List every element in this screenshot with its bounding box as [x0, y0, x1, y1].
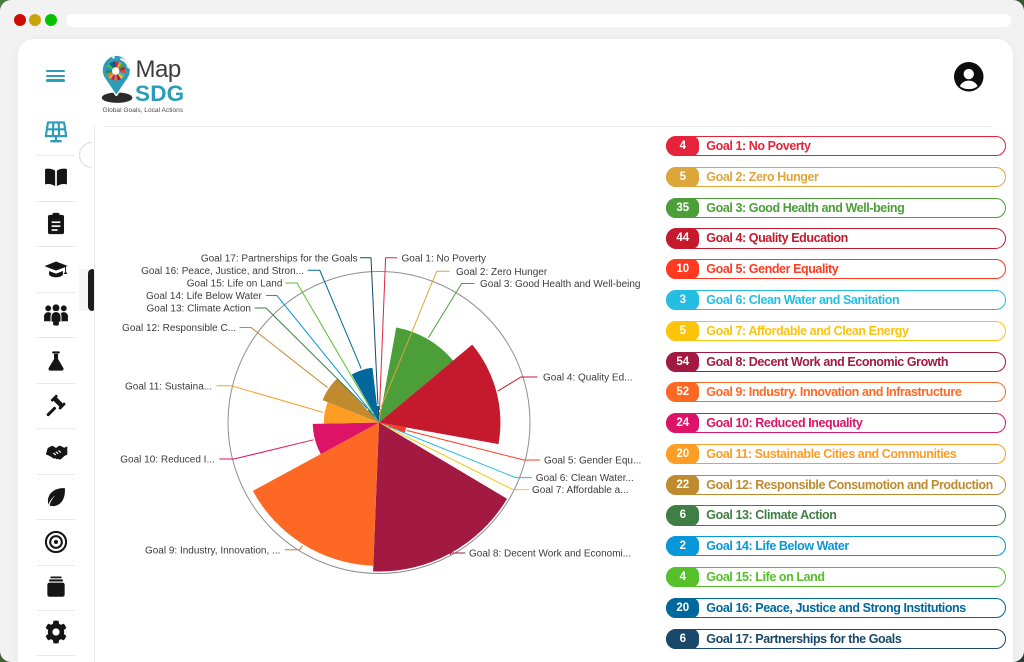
svg-text:Goal 12: Responsible C...: Goal 12: Responsible C...: [122, 323, 236, 334]
svg-text:Goal 10: Reduced I...: Goal 10: Reduced I...: [120, 455, 215, 466]
svg-text:Goal 17: Partnerships for the: Goal 17: Partnerships for the Goals: [201, 253, 358, 264]
svg-text:Goal 5: Gender Equ...: Goal 5: Gender Equ...: [544, 456, 641, 467]
svg-text:Goal 8: Decent Work and Econom: Goal 8: Decent Work and Economi...: [469, 549, 631, 560]
svg-text:Goal 2: Zero Hunger: Goal 2: Zero Hunger: [456, 267, 548, 278]
svg-text:Goal 3: Good Health and Well-b: Goal 3: Good Health and Well-being: [480, 279, 640, 290]
svg-text:Goal 11: Sustaina...: Goal 11: Sustaina...: [125, 381, 212, 392]
svg-text:Goal 15: Life on Land: Goal 15: Life on Land: [187, 279, 283, 290]
svg-text:Goal 1: No Poverty: Goal 1: No Poverty: [402, 253, 486, 264]
svg-text:Goal 4: Quality Ed...: Goal 4: Quality Ed...: [543, 373, 633, 384]
svg-text:Goal 14: Life Below Water: Goal 14: Life Below Water: [146, 291, 262, 302]
svg-text:Goal 13: Climate Action: Goal 13: Climate Action: [147, 304, 252, 315]
svg-text:Goal 16: Peace, Justice, and S: Goal 16: Peace, Justice, and Stron...: [141, 266, 304, 277]
svg-text:Goal 7: Affordable a...: Goal 7: Affordable a...: [532, 485, 629, 496]
svg-text:Goal 6: Clean Water...: Goal 6: Clean Water...: [536, 473, 634, 484]
svg-text:Goal 9: Industry, Innovation,: Goal 9: Industry, Innovation, ...: [145, 545, 280, 556]
